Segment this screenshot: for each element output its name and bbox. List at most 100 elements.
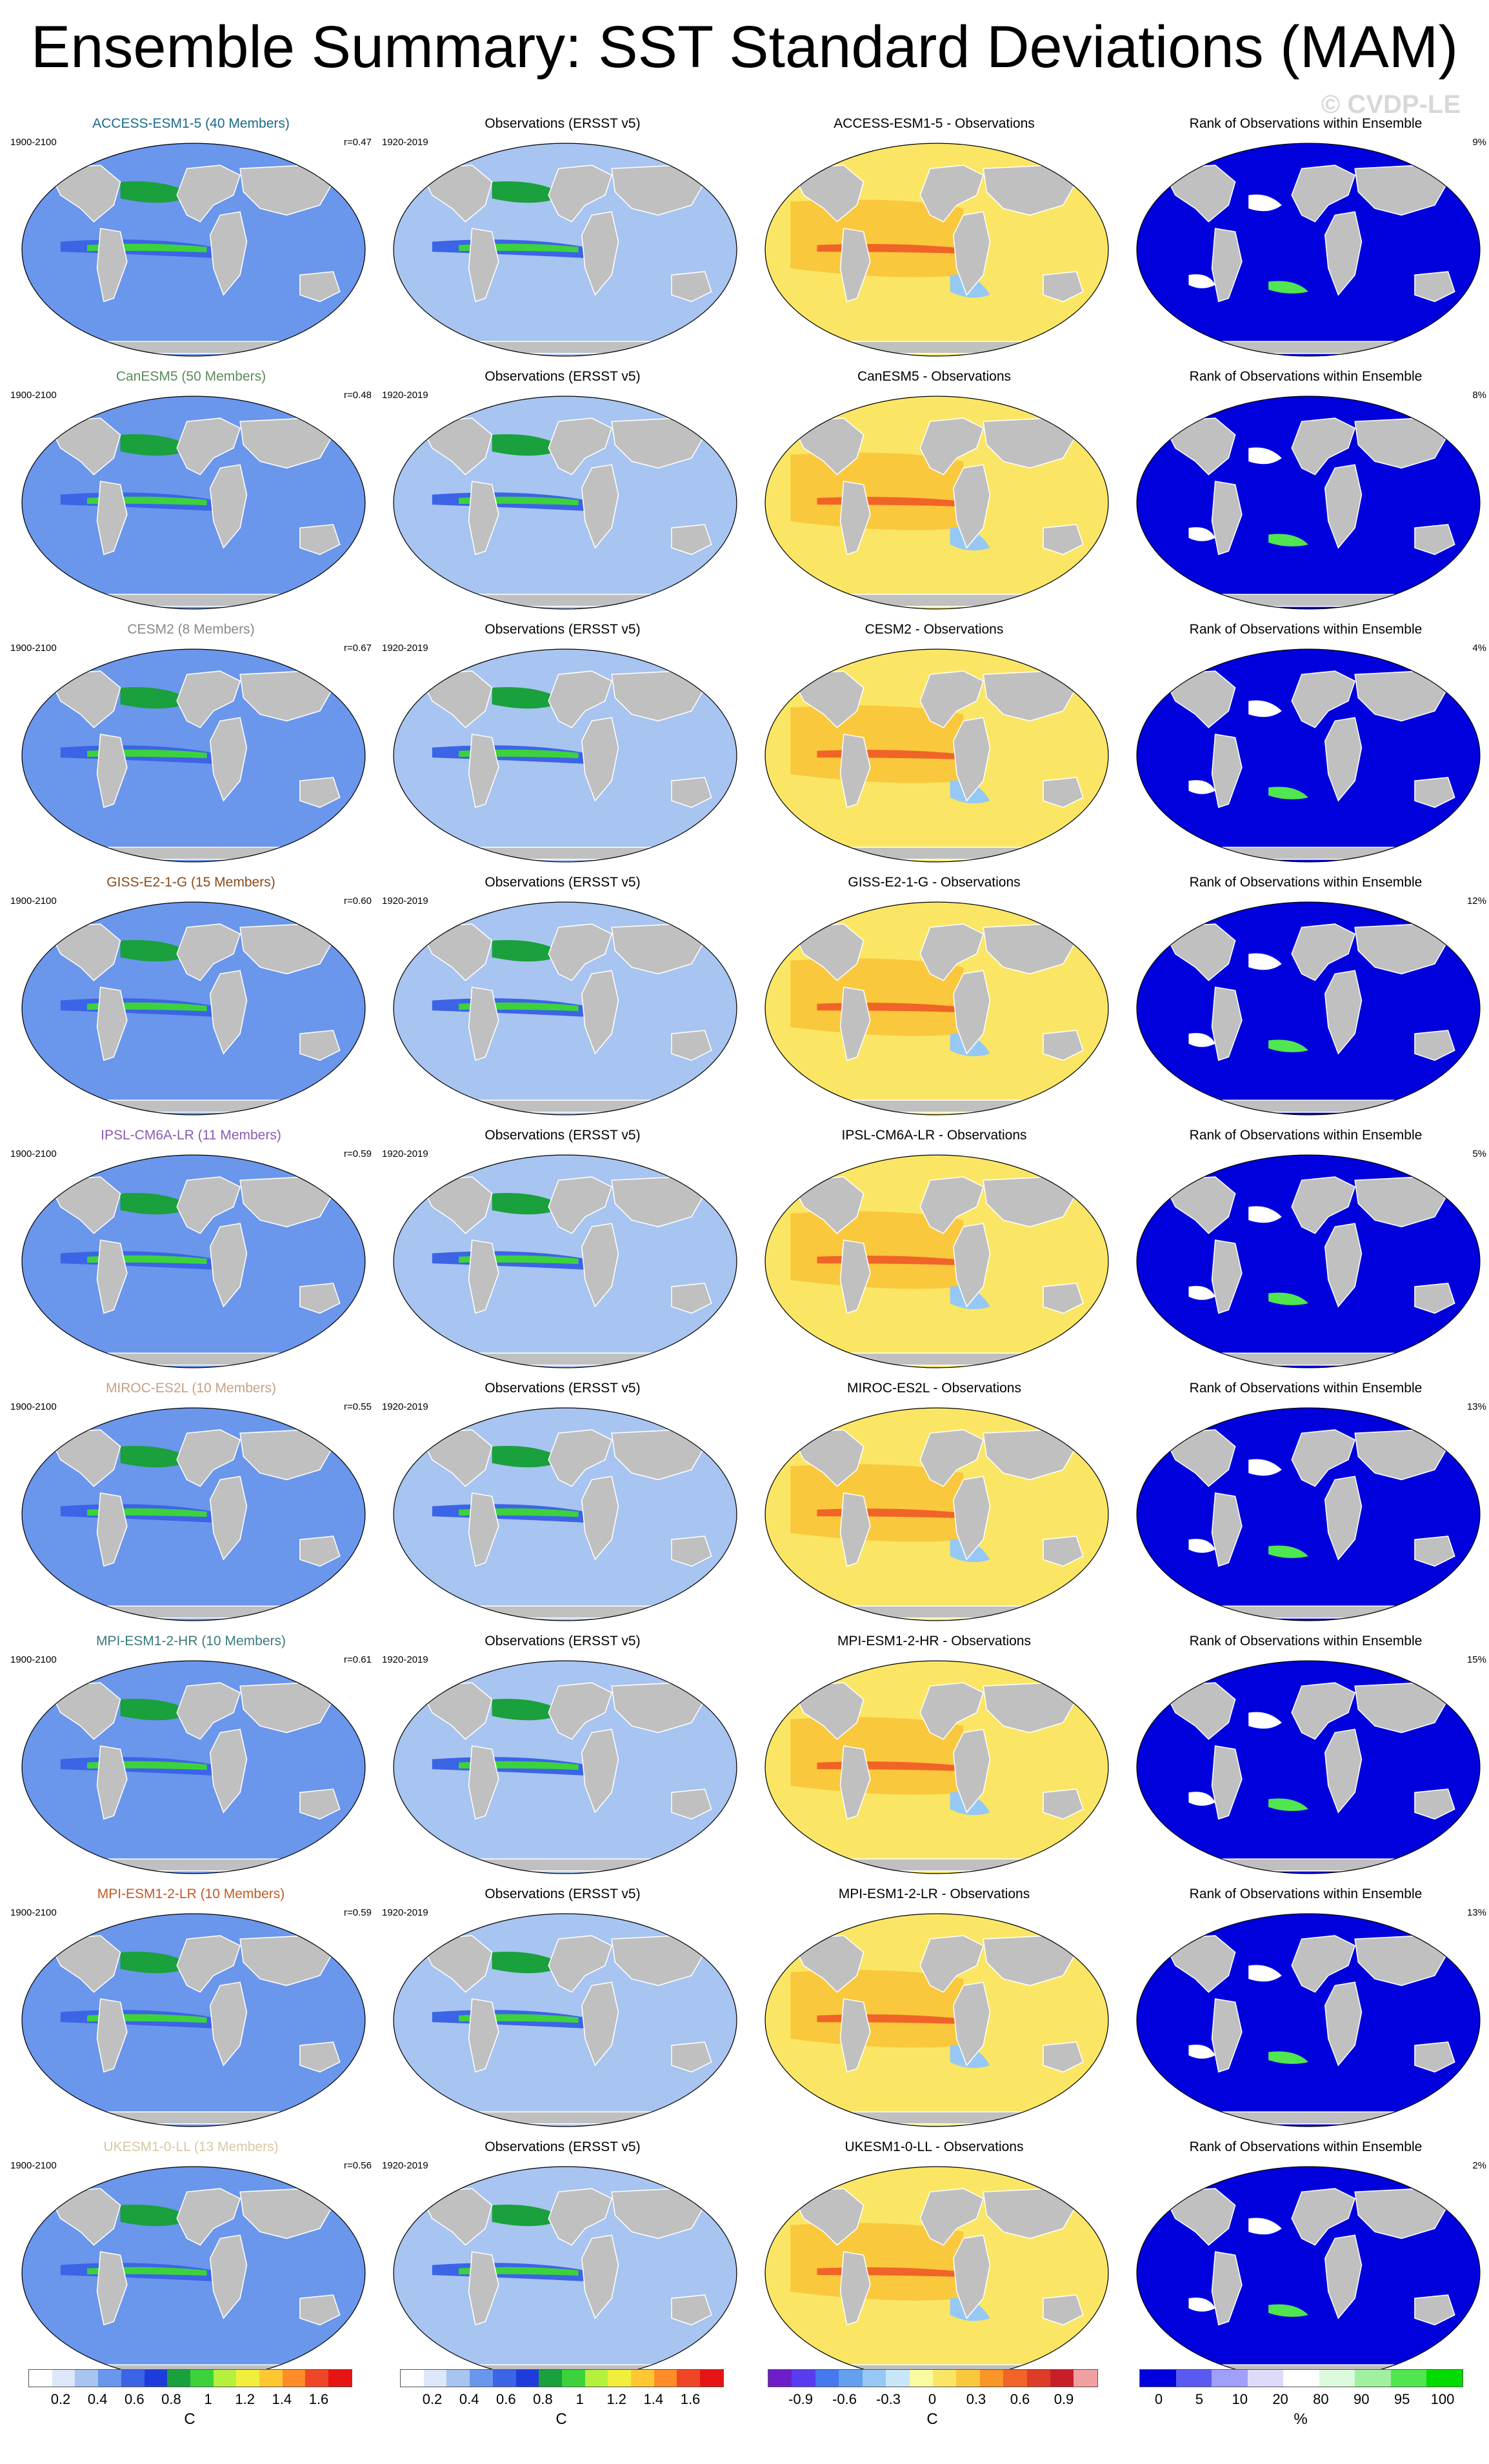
world-map <box>1136 1913 1481 2127</box>
colorbar-tick-label: 0.2 <box>50 2391 71 2407</box>
map-container <box>1135 1659 1481 1875</box>
correlation-label: r=0.47 <box>344 137 372 148</box>
difference-panel: ACCESS-ESM1-5 - Observations <box>754 115 1115 368</box>
world-map <box>1136 396 1481 610</box>
world-map <box>764 1660 1109 1874</box>
map-container <box>392 1407 738 1622</box>
panel-title: Observations (ERSST v5) <box>485 622 641 637</box>
colorbar-swatch <box>282 2370 306 2387</box>
period-label: 1900-2100 <box>10 896 57 906</box>
colorbar-swatch <box>328 2370 352 2387</box>
period-label: 1900-2100 <box>10 1401 57 1412</box>
panel-title: Observations (ERSST v5) <box>485 2139 641 2154</box>
colorbar-tick-label: 0.6 <box>495 2391 516 2407</box>
world-map <box>21 2166 366 2380</box>
colorbar-swatch <box>1283 2370 1319 2387</box>
colorbar-tick-label: 0.3 <box>966 2391 986 2407</box>
correlation-label: r=0.48 <box>344 390 372 401</box>
observations-panel: Observations (ERSST v5) 1920-2019 <box>382 2138 743 2391</box>
colorbar-swatch <box>886 2370 910 2387</box>
colorbar-tick-label: 1.2 <box>235 2391 255 2407</box>
world-map <box>21 1913 366 2127</box>
model-row: UKESM1-0-LL (13 Members) 1900-2100 r=0.56 O… <box>0 2138 1489 2391</box>
world-map <box>21 143 366 357</box>
colorbar-swatches <box>768 2369 1098 2387</box>
world-map <box>21 1660 366 1874</box>
colorbar-tick-label: 1.2 <box>606 2391 626 2407</box>
panel-title: ACCESS-ESM1-5 - Observations <box>834 116 1035 131</box>
period-label: 1900-2100 <box>10 1654 57 1665</box>
panel-title: Observations (ERSST v5) <box>485 1381 641 1396</box>
colorbar-unit: % <box>1294 2410 1308 2428</box>
copyright-watermark: © CVDP-LE <box>1321 90 1461 119</box>
colorbar-swatch <box>815 2370 839 2387</box>
correlation-label: r=0.59 <box>344 1907 372 1918</box>
rank-panel: Rank of Observations within Ensemble 12% <box>1125 874 1486 1127</box>
correlation-label: r=0.67 <box>344 643 372 654</box>
map-container <box>1135 1154 1481 1369</box>
colorbar-swatch <box>1247 2370 1284 2387</box>
colorbar-tick-label: 95 <box>1394 2391 1410 2407</box>
model-row: CanESM5 (50 Members) 1900-2100 r=0.48 Obser… <box>0 368 1489 621</box>
map-container <box>21 1659 366 1875</box>
ensemble-panel: MIROC-ES2L (10 Members) 1900-2100 r=0.55 <box>10 1379 372 1632</box>
panel-title: MIROC-ES2L - Observations <box>847 1381 1021 1396</box>
panel-title: Rank of Observations within Ensemble <box>1189 1128 1423 1143</box>
ensemble-panel: GISS-E2-1-G (15 Members) 1900-2100 r=0.60 <box>10 874 372 1127</box>
colorbar-swatch <box>1003 2370 1027 2387</box>
difference-panel: IPSL-CM6A-LR - Observations <box>754 1127 1115 1379</box>
map-container <box>392 1912 738 2128</box>
observations-panel: Observations (ERSST v5) 1920-2019 <box>382 1127 743 1379</box>
period-label: 1920-2019 <box>382 390 428 401</box>
map-container <box>1135 648 1481 863</box>
difference-panel: MPI-ESM1-2-LR - Observations <box>754 1885 1115 2138</box>
colorbar-tick-label: 0.9 <box>1054 2391 1074 2407</box>
world-map <box>21 396 366 610</box>
correlation-label: r=0.56 <box>344 2160 372 2171</box>
map-container <box>21 1407 366 1622</box>
colorbar-tick-label: 0.6 <box>124 2391 145 2407</box>
difference-panel: GISS-E2-1-G - Observations <box>754 874 1115 1127</box>
panel-title: Observations (ERSST v5) <box>485 1634 641 1648</box>
map-container <box>764 1912 1110 2128</box>
rank-percent-label: 12% <box>1466 896 1486 906</box>
colorbar-swatch <box>121 2370 145 2387</box>
panel-title: IPSL-CM6A-LR - Observations <box>841 1128 1027 1143</box>
world-map <box>21 648 366 863</box>
panel-title: CanESM5 (50 Members) <box>115 369 266 384</box>
colorbar-unit: C <box>926 2410 938 2428</box>
colorbar-tick-label: 100 <box>1430 2391 1455 2407</box>
rank-percent-label: 9% <box>1472 137 1486 148</box>
colorbar-swatch <box>1050 2370 1074 2387</box>
colorbar-sd: 0.2 0.4 0.6 0.8 1 1.2 1.4 1.6 C <box>28 2369 352 2440</box>
panel-title: ACCESS-ESM1-5 (40 Members) <box>92 116 290 131</box>
colorbar-tick-label: -0.9 <box>788 2391 813 2407</box>
rank-panel: Rank of Observations within Ensemble 13% <box>1125 1379 1486 1632</box>
colorbar-swatch <box>700 2370 723 2387</box>
observations-panel: Observations (ERSST v5) 1920-2019 <box>382 1885 743 2138</box>
model-row: MIROC-ES2L (10 Members) 1900-2100 r=0.55 Ob… <box>0 1379 1489 1632</box>
panel-title: GISS-E2-1-G (15 Members) <box>106 875 275 890</box>
model-row: MPI-ESM1-2-HR (10 Members) 1900-2100 r=0.6… <box>0 1632 1489 1885</box>
colorbar-tick-label: 0 <box>1154 2391 1163 2407</box>
panel-title: MPI-ESM1-2-HR (10 Members) <box>95 1634 286 1648</box>
model-row: IPSL-CM6A-LR (11 Members) 1900-2100 r=0.59… <box>0 1127 1489 1379</box>
panel-title: CESM2 - Observations <box>864 622 1004 637</box>
colorbar-swatch <box>631 2370 654 2387</box>
rank-panel: Rank of Observations within Ensemble 8% <box>1125 368 1486 621</box>
colorbar-diff: -0.9 -0.6 -0.3 0 0.3 0.6 0.9 C <box>768 2369 1098 2440</box>
panel-title: MPI-ESM1-2-LR (10 Members) <box>97 1887 285 1901</box>
period-label: 1900-2100 <box>10 1148 57 1159</box>
colorbar-sd: 0.2 0.4 0.6 0.8 1 1.2 1.4 1.6 C <box>400 2369 724 2440</box>
colorbar-swatch <box>909 2370 933 2387</box>
map-container <box>764 1659 1110 1875</box>
rank-percent-label: 2% <box>1472 2160 1486 2171</box>
world-map <box>21 901 366 1116</box>
world-map <box>1136 901 1481 1116</box>
rank-panel: Rank of Observations within Ensemble 2% <box>1125 2138 1486 2391</box>
panel-title: GISS-E2-1-G - Observations <box>848 875 1021 890</box>
period-label: 1900-2100 <box>10 2160 57 2171</box>
colorbar-swatch <box>236 2370 260 2387</box>
period-label: 1900-2100 <box>10 1907 57 1918</box>
world-map <box>764 1913 1109 2127</box>
